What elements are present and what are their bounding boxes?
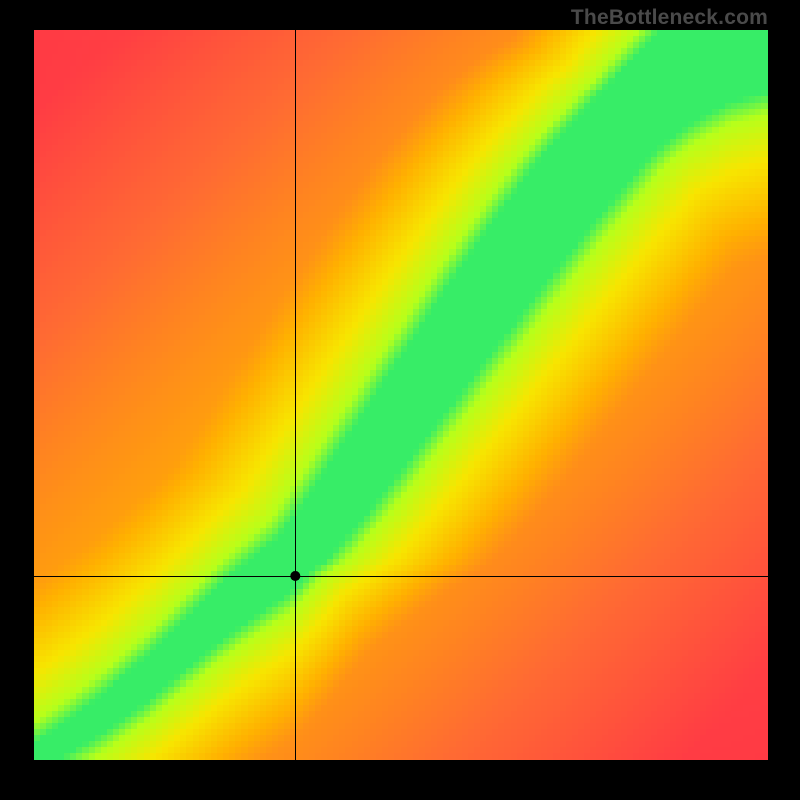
heatmap-plot (34, 30, 768, 760)
heatmap-canvas (34, 30, 768, 760)
chart-frame: { "watermark": { "text": "TheBottleneck.… (0, 0, 800, 800)
watermark-text: TheBottleneck.com (571, 6, 768, 30)
